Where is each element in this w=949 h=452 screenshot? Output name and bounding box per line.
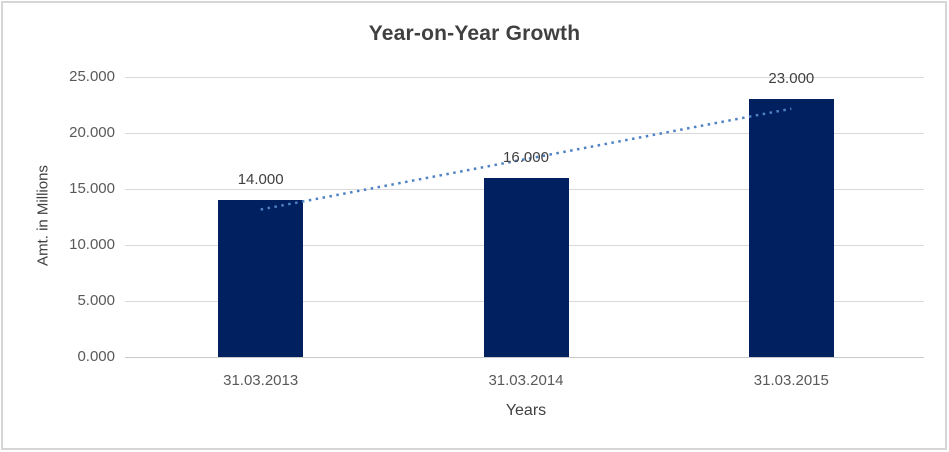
chart-title: Year-on-Year Growth — [368, 22, 581, 45]
x-tick-label: 31.03.2014 — [488, 372, 564, 389]
y-tick-label: 20.000 — [69, 124, 115, 141]
y-tick-label: 25.000 — [69, 68, 115, 85]
x-axis-title: Years — [505, 402, 547, 419]
bar-data-label: 14.000 — [237, 171, 284, 189]
y-tick-label: 15.000 — [69, 180, 115, 197]
bar — [483, 177, 569, 357]
bar-data-label: 23.000 — [768, 70, 815, 88]
x-tick-label: 31.03.2013 — [223, 372, 299, 389]
x-axis-line — [125, 356, 924, 358]
gridline — [125, 76, 924, 78]
bar — [748, 99, 834, 357]
bar — [218, 200, 304, 357]
y-tick-label: 10.000 — [69, 236, 115, 253]
y-tick-label: 5.000 — [77, 292, 115, 309]
x-tick-label: 31.03.2015 — [753, 372, 829, 389]
bar-data-label: 16.000 — [503, 148, 549, 166]
y-tick-label: 0.000 — [77, 348, 115, 365]
